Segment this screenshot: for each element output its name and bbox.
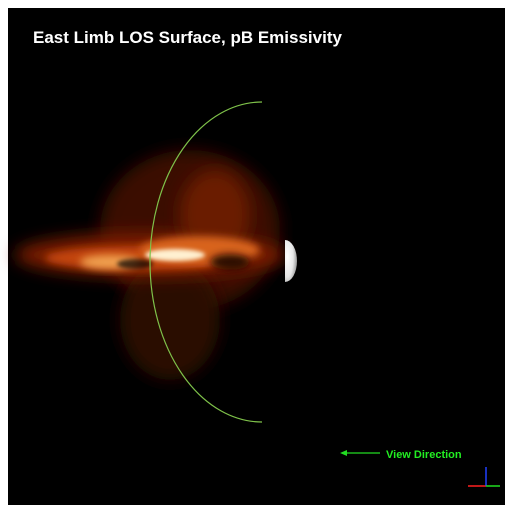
title: East Limb LOS Surface, pB Emissivity [33,28,342,47]
sun [285,240,297,282]
view-direction-label: View Direction [386,449,462,461]
emission [15,150,285,380]
axis-triad [468,467,500,487]
view-direction-arrow [340,450,380,456]
los-surface-arc [149,101,263,423]
